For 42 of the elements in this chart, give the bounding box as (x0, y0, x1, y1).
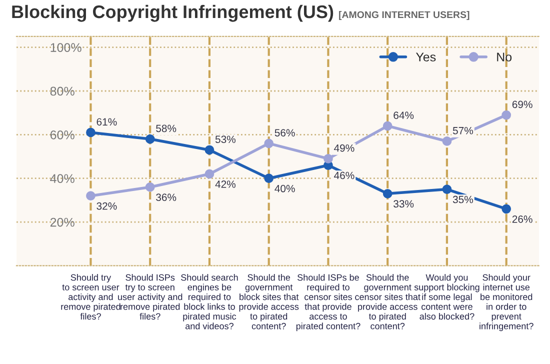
data-label: 26% (512, 215, 532, 223)
point (382, 188, 392, 198)
data-label: 42% (215, 180, 236, 188)
point (502, 110, 512, 120)
y-tick-label: 80% (50, 86, 74, 96)
data-label: 36% (156, 194, 176, 202)
y-tick-label: 20% (50, 218, 74, 227)
point (204, 145, 214, 155)
point (264, 138, 274, 148)
data-label: 49% (334, 144, 354, 152)
point (382, 121, 392, 131)
y-tick-label: 40% (50, 174, 74, 184)
point (442, 184, 452, 194)
point (502, 204, 512, 214)
data-label: 33% (394, 200, 414, 208)
y-tick-label: 60% (50, 130, 74, 140)
legend-label: No (497, 52, 512, 62)
point (324, 154, 333, 164)
data-label: 69% (512, 100, 532, 108)
point (264, 174, 274, 184)
data-label: 35% (452, 196, 473, 204)
data-label: 61% (96, 118, 117, 126)
chart-subtitle: [AMONG INTERNET USERS] (339, 10, 470, 20)
legend-label: Yes (416, 52, 436, 62)
point (442, 136, 452, 146)
point (145, 134, 155, 144)
data-label: 57% (452, 126, 473, 134)
data-label: 58% (156, 124, 176, 132)
data-label: 40% (274, 184, 295, 192)
data-label: 56% (274, 129, 295, 136)
chart-title: Blocking Copyright Infringement (US) (12, 4, 334, 22)
y-tick-label: 100% (50, 43, 82, 52)
data-label: 32% (96, 202, 117, 210)
point (86, 128, 96, 138)
x-tick-label: Should search engines be required to block links to pirated music and videos? (181, 274, 238, 330)
data-label: 53% (215, 136, 236, 144)
point (86, 191, 96, 201)
point (145, 182, 155, 192)
x-tick-label: Should your internet use be monitored in order to prevent infringement? (480, 274, 534, 332)
data-label: 46% (334, 172, 354, 180)
point (204, 169, 214, 179)
data-label: 64% (394, 112, 414, 120)
